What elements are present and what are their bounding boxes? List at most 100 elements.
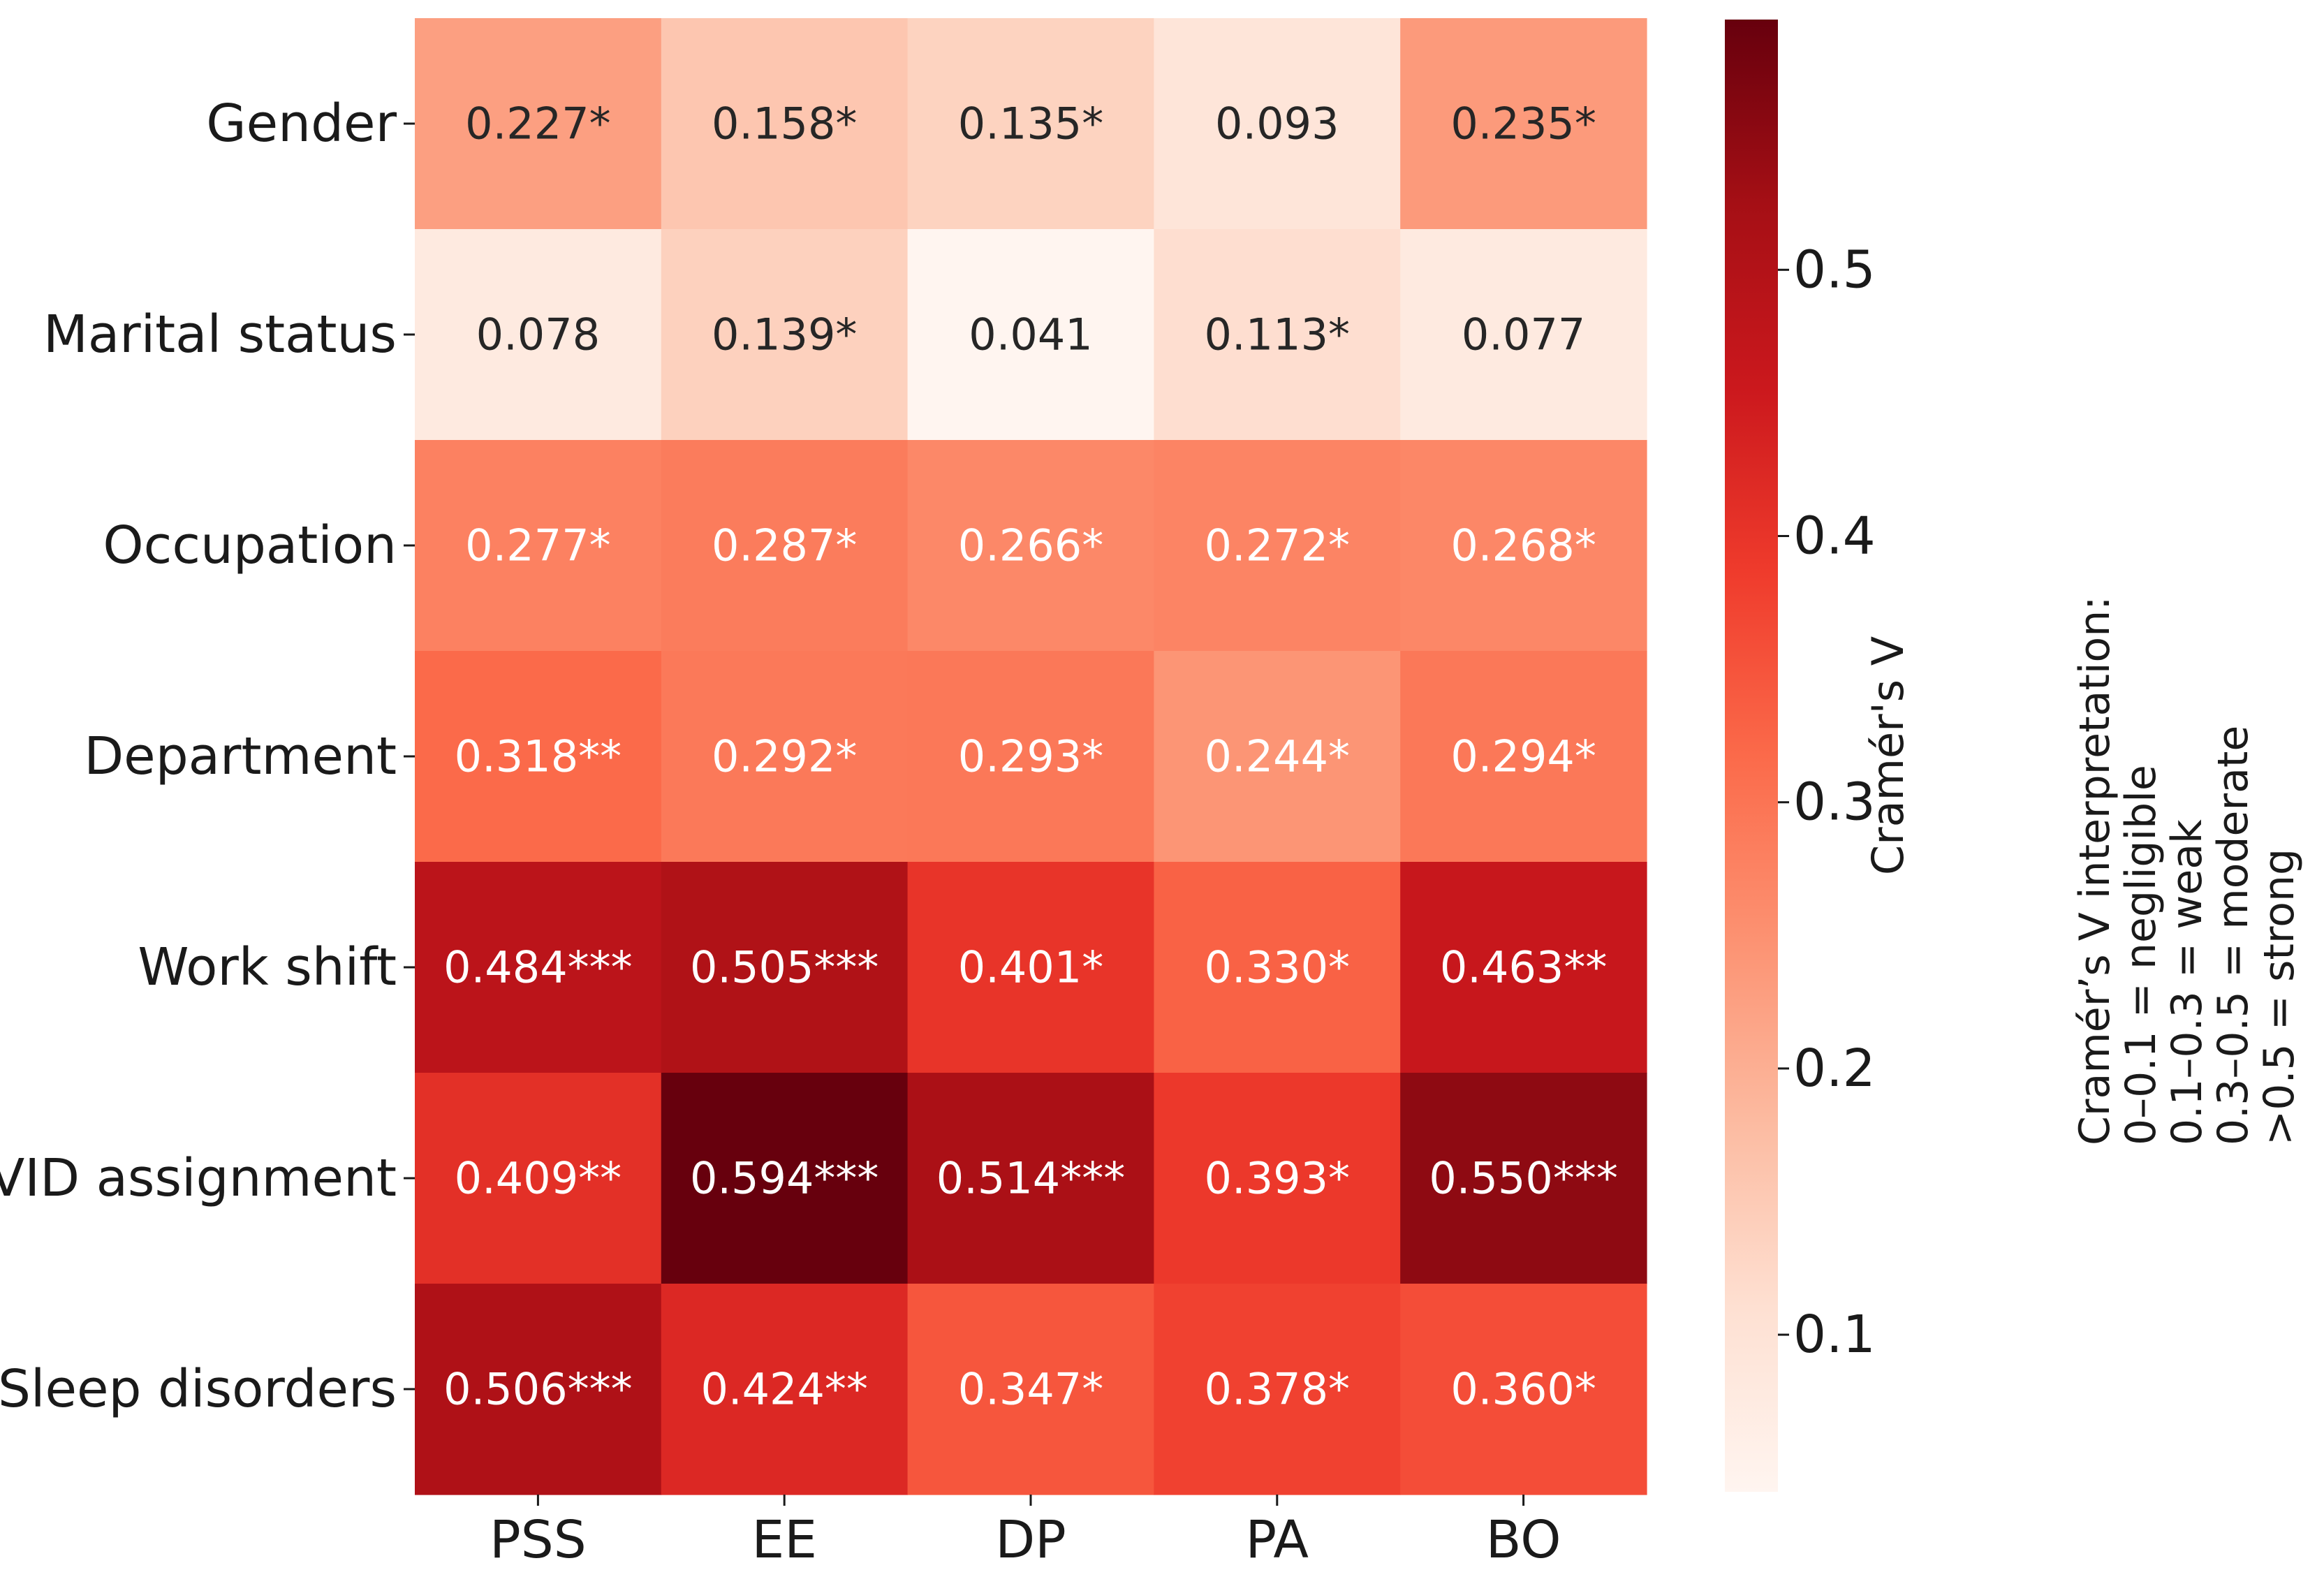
column-labels: PSS EE DP PA BO	[490, 1495, 1561, 1570]
heatmap-cell	[907, 440, 1154, 652]
heatmap-cell	[415, 862, 662, 1073]
row-label: Work shift	[138, 937, 397, 997]
colorbar-tick-label: 0.5	[1793, 240, 1876, 300]
heatmap-cell	[661, 18, 909, 230]
column-label: PA	[1246, 1510, 1309, 1570]
interpretation-note-line: 0.3–0.5 = moderate	[2209, 726, 2258, 1145]
heatmap-cell	[1400, 1073, 1647, 1284]
heatmap-cell	[661, 651, 909, 863]
cell-value-label: 0.041	[969, 309, 1093, 360]
cell-value-label: 0.158*	[712, 98, 858, 149]
heatmap-cell	[1400, 862, 1647, 1073]
cell-value-label: 0.360*	[1450, 1364, 1596, 1415]
heatmap-cell	[907, 229, 1154, 441]
cell-value-label: 0.347*	[958, 1364, 1104, 1415]
cell-value-label: 0.078	[476, 309, 601, 360]
cell-value-label: 0.266*	[958, 520, 1104, 571]
heatmap-cell	[415, 1073, 662, 1284]
cell-value-label: 0.244*	[1205, 731, 1351, 782]
cell-value-label: 0.287*	[712, 520, 858, 571]
cell-value-label: 0.401*	[958, 942, 1104, 993]
heatmap-cell	[907, 1073, 1154, 1284]
cell-value-label: 0.294*	[1450, 731, 1596, 782]
cell-value-label: 0.139*	[712, 309, 858, 360]
heatmap-cell	[661, 229, 909, 441]
cell-value-label: 0.318**	[455, 731, 622, 782]
interpretation-note-line: Cramér’s V interpretation:	[2071, 596, 2119, 1145]
heatmap-cells: 0.227* 0.158* 0.135* 0.093 0.235* 0.078 0.139*…	[415, 18, 1647, 1495]
heatmap-cell	[415, 1284, 662, 1495]
cell-value-label: 0.292*	[712, 731, 858, 782]
cell-value-label: 0.409**	[455, 1153, 622, 1204]
heatmap-cell	[415, 18, 662, 230]
row-label: Department	[84, 726, 397, 786]
cell-value-label: 0.268*	[1450, 520, 1596, 571]
heatmap-cell	[1154, 440, 1401, 652]
heatmap-cell	[661, 440, 909, 652]
row-labels: Gender Marital status Occupation Department…	[0, 94, 415, 1419]
colorbar-title: Cramér's V	[1862, 636, 1913, 875]
cell-value-label: 0.293*	[958, 731, 1104, 782]
cell-value-label: 0.550***	[1429, 1153, 1618, 1204]
heatmap-cell	[1400, 651, 1647, 863]
heatmap-cell	[661, 1073, 909, 1284]
row-label: Sleep disorders	[0, 1359, 397, 1419]
cell-value-label: 0.378*	[1205, 1364, 1351, 1415]
heatmap-cell	[1154, 862, 1401, 1073]
heatmap-cell	[907, 1284, 1154, 1495]
cell-value-label: 0.077	[1462, 309, 1586, 360]
cell-value-label: 0.484***	[443, 942, 633, 993]
column-label: BO	[1486, 1510, 1561, 1570]
colorbar-tick-label: 0.1	[1793, 1305, 1876, 1365]
row-label: COVID assignment	[0, 1148, 397, 1208]
column-label: EE	[751, 1510, 817, 1570]
heatmap-cell	[907, 862, 1154, 1073]
heatmap-cell	[1400, 1284, 1647, 1495]
cell-value-label: 0.277*	[465, 520, 611, 571]
heatmap-cell	[415, 229, 662, 441]
heatmap-cell	[1154, 651, 1401, 863]
cell-value-label: 0.424**	[700, 1364, 868, 1415]
column-label: DP	[995, 1510, 1066, 1570]
cell-value-label: 0.594***	[690, 1153, 879, 1204]
cell-value-label: 0.463**	[1440, 942, 1608, 993]
interpretation-note-line: 0.1–0.3 = weak	[2163, 819, 2212, 1145]
heatmap-cell	[907, 18, 1154, 230]
colorbar: 0.1 0.2 0.3 0.4 0.5 Cramér's V	[1725, 20, 1913, 1492]
heatmap-cell	[661, 862, 909, 1073]
cell-value-label: 0.235*	[1450, 98, 1596, 149]
interpretation-note-line: 0–0.1 = negligible	[2117, 765, 2165, 1145]
heatmap-cell	[1400, 440, 1647, 652]
interpretation-note: Cramér’s V interpretation:0–0.1 = neglig…	[2071, 596, 2304, 1145]
colorbar-tick-label: 0.3	[1793, 772, 1876, 832]
heatmap-cell	[1400, 18, 1647, 230]
heatmap-cell	[1154, 1284, 1401, 1495]
colorbar-tick-label: 0.4	[1793, 506, 1876, 566]
row-label: Marital status	[43, 305, 397, 365]
cell-value-label: 0.330*	[1205, 942, 1351, 993]
heatmap-cell	[1154, 229, 1401, 441]
colorbar-gradient	[1725, 20, 1778, 1492]
cell-value-label: 0.272*	[1205, 520, 1351, 571]
row-label: Occupation	[103, 515, 397, 575]
heatmap-cell	[907, 651, 1154, 863]
heatmap-cell	[415, 651, 662, 863]
cell-value-label: 0.113*	[1205, 309, 1351, 360]
cell-value-label: 0.506***	[443, 1364, 633, 1415]
colorbar-ticks: 0.1 0.2 0.3 0.4 0.5	[1778, 240, 1876, 1365]
column-label: PSS	[490, 1510, 587, 1570]
cell-value-label: 0.514***	[936, 1153, 1126, 1204]
interpretation-note-line: >0.5 = strong	[2255, 849, 2304, 1145]
cell-value-label: 0.093	[1215, 98, 1339, 149]
colorbar-tick-label: 0.2	[1793, 1039, 1876, 1099]
cell-value-label: 0.505***	[690, 942, 879, 993]
cell-value-label: 0.227*	[465, 98, 611, 149]
heatmap-cell	[1154, 18, 1401, 230]
heatmap-cell	[1154, 1073, 1401, 1284]
heatmap-cell	[661, 1284, 909, 1495]
heatmap-cell	[415, 440, 662, 652]
row-label: Gender	[206, 94, 397, 154]
cell-value-label: 0.135*	[958, 98, 1104, 149]
heatmap-cell	[1400, 229, 1647, 441]
